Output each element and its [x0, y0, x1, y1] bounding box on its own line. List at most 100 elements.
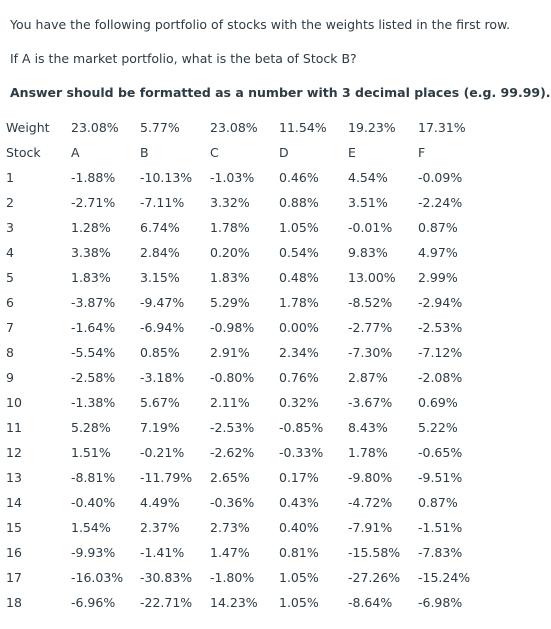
return-cell: 3.51% [348, 195, 388, 210]
return-cell: 0.20% [210, 245, 250, 260]
weight-row: Weight 23.08% 5.77% 23.08% 11.54% 19.23% 17.31… [6, 115, 478, 140]
period-number: 4 [6, 245, 14, 260]
return-cell: -10.13% [140, 170, 193, 185]
period-number: 7 [6, 320, 14, 335]
table-row: 13 -8.81% -11.79% 2.65% 0.17% -9.80% -9.51% [6, 465, 478, 490]
return-cell: -7.83% [418, 545, 463, 560]
table-row: 4 3.38% 2.84% 0.20% 0.54% 9.83% 4.97% [6, 240, 478, 265]
stock-name-cell: E [348, 145, 356, 160]
table-row: 10 -1.38% 5.67% 2.11% 0.32% -3.67% 0.69% [6, 390, 478, 415]
return-cell: -22.71% [140, 595, 193, 610]
return-cell: -15.58% [348, 545, 401, 560]
period-number: 1 [6, 170, 14, 185]
period-number: 8 [6, 345, 14, 360]
return-cell: -2.53% [210, 420, 255, 435]
question-intro-text: You have the following portfolio of stoc… [10, 17, 511, 32]
return-cell: -1.41% [140, 545, 185, 560]
return-cell: 0.46% [279, 170, 319, 185]
table-row: 7 -1.64% -6.94% -0.98% 0.00% -2.77% -2.53% [6, 315, 478, 340]
stock-header-row: Stock A B C D E F [6, 140, 478, 165]
return-cell: 1.05% [279, 570, 319, 585]
return-cell: -11.79% [140, 470, 193, 485]
table-row: 12 1.51% -0.21% -2.62% -0.33% 1.78% -0.65% [6, 440, 478, 465]
table-row: 14 -0.40% 4.49% -0.36% 0.43% -4.72% 0.87% [6, 490, 478, 515]
period-number: 10 [6, 395, 22, 410]
return-cell: -2.71% [71, 195, 116, 210]
return-cell: -1.88% [71, 170, 116, 185]
return-cell: -2.24% [418, 195, 463, 210]
return-cell: 0.87% [418, 220, 458, 235]
return-cell: -0.65% [418, 445, 463, 460]
return-cell: -4.72% [348, 495, 393, 510]
return-cell: -0.09% [418, 170, 463, 185]
return-cell: -7.91% [348, 520, 393, 535]
return-cell: -2.58% [71, 370, 116, 385]
answer-format-instruction: Answer should be formatted as a number w… [10, 85, 551, 100]
return-cell: 0.69% [418, 395, 458, 410]
return-cell: 2.99% [418, 270, 458, 285]
return-cell: 0.76% [279, 370, 319, 385]
return-cell: -30.83% [140, 570, 193, 585]
return-cell: 6.74% [140, 220, 180, 235]
return-cell: 0.88% [279, 195, 319, 210]
stock-name-cell: F [418, 145, 426, 160]
table-row: 17 -16.03% -30.83% -1.80% 1.05% -27.26% -15.24… [6, 565, 478, 590]
return-cell: -1.51% [418, 520, 463, 535]
return-cell: 2.11% [210, 395, 250, 410]
stock-name-cell: C [210, 145, 219, 160]
weight-cell: 5.77% [140, 120, 180, 135]
return-cell: -0.40% [71, 495, 116, 510]
question-prompt-text: If A is the market portfolio, what is th… [10, 51, 357, 66]
return-cell: 0.17% [279, 470, 319, 485]
return-cell: -9.93% [71, 545, 116, 560]
return-cell: 3.15% [140, 270, 180, 285]
stock-name-cell: D [279, 145, 289, 160]
table-row: 16 -9.93% -1.41% 1.47% 0.81% -15.58% -7.83% [6, 540, 478, 565]
return-cell: 2.34% [279, 345, 319, 360]
period-number: 13 [6, 470, 22, 485]
table-row: 15 1.54% 2.37% 2.73% 0.40% -7.91% -1.51% [6, 515, 478, 540]
return-cell: 2.73% [210, 520, 250, 535]
period-number: 18 [6, 595, 22, 610]
return-cell: -0.01% [348, 220, 393, 235]
return-cell: -6.94% [140, 320, 185, 335]
return-cell: -2.53% [418, 320, 463, 335]
return-cell: 3.38% [71, 245, 111, 260]
return-cell: 2.91% [210, 345, 250, 360]
return-cell: 1.47% [210, 545, 250, 560]
return-cell: -0.36% [210, 495, 255, 510]
table-row: 1 -1.88% -10.13% -1.03% 0.46% 4.54% -0.09% [6, 165, 478, 190]
return-cell: 5.67% [140, 395, 180, 410]
stock-label: Stock [6, 145, 41, 160]
return-cell: -2.62% [210, 445, 255, 460]
return-cell: -1.03% [210, 170, 255, 185]
return-cell: -16.03% [71, 570, 124, 585]
period-number: 17 [6, 570, 22, 585]
return-cell: 1.05% [279, 220, 319, 235]
return-cell: 2.87% [348, 370, 388, 385]
period-number: 5 [6, 270, 14, 285]
period-number: 9 [6, 370, 14, 385]
table-row: 9 -2.58% -3.18% -0.80% 0.76% 2.87% -2.08% [6, 365, 478, 390]
return-cell: -3.18% [140, 370, 185, 385]
return-cell: 4.49% [140, 495, 180, 510]
return-cell: -1.64% [71, 320, 116, 335]
table-row: 3 1.28% 6.74% 1.78% 1.05% -0.01% 0.87% [6, 215, 478, 240]
return-cell: -8.52% [348, 295, 393, 310]
return-cell: 4.54% [348, 170, 388, 185]
return-cell: -15.24% [418, 570, 471, 585]
table-row: 11 5.28% 7.19% -2.53% -0.85% 8.43% 5.22% [6, 415, 478, 440]
table-row: 6 -3.87% -9.47% 5.29% 1.78% -8.52% -2.94% [6, 290, 478, 315]
return-cell: -0.98% [210, 320, 255, 335]
return-cell: -7.12% [418, 345, 463, 360]
return-cell: 0.85% [140, 345, 180, 360]
period-number: 12 [6, 445, 22, 460]
weight-cell: 19.23% [348, 120, 396, 135]
period-number: 16 [6, 545, 22, 560]
return-cell: -9.47% [140, 295, 185, 310]
return-cell: -0.21% [140, 445, 185, 460]
period-number: 11 [6, 420, 22, 435]
weight-label: Weight [6, 120, 50, 135]
period-number: 15 [6, 520, 22, 535]
